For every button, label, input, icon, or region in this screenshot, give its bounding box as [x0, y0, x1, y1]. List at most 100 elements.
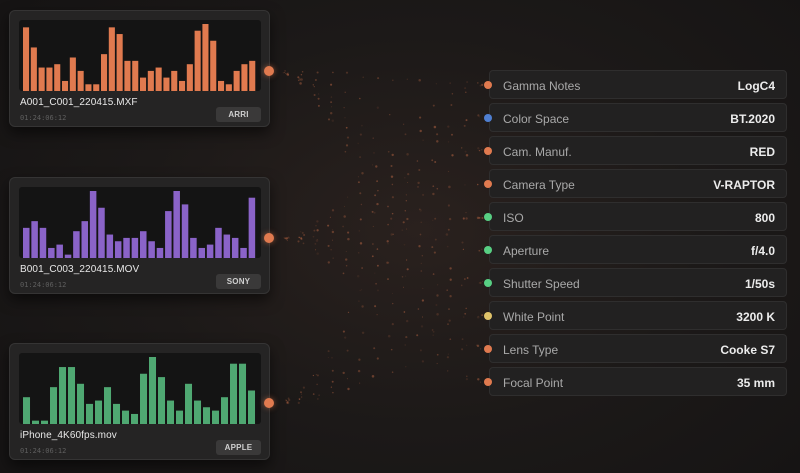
connector-particle	[331, 106, 333, 108]
connector-particle	[361, 172, 364, 175]
input-port-dot[interactable]	[484, 180, 492, 188]
metadata-row-iso[interactable]: ISO 800	[484, 202, 787, 231]
connector-particle	[327, 356, 329, 359]
waveform-bar	[186, 64, 193, 91]
connector-particle	[346, 378, 348, 380]
metadata-row-aperture[interactable]: Aperture f/4.0	[484, 235, 787, 264]
metadata-value: 35 mm	[736, 376, 775, 390]
connector-particle	[356, 274, 360, 278]
clip-output-port[interactable]	[264, 66, 274, 76]
connector-particle	[313, 94, 316, 96]
connector-particle	[345, 126, 348, 129]
connector-particle	[374, 305, 377, 308]
waveform-bar	[190, 237, 197, 258]
connector-particle	[391, 153, 394, 157]
waveform-bar	[68, 367, 76, 424]
connector-particle	[476, 183, 479, 186]
connector-particle	[433, 125, 437, 129]
metadata-value: 800	[754, 211, 775, 225]
metadata-value: Cooke S7	[720, 343, 775, 357]
connector-particle	[465, 119, 468, 122]
connector-particle	[317, 104, 320, 107]
clip-output-port[interactable]	[264, 398, 274, 408]
metadata-label: Gamma Notes	[503, 79, 581, 93]
waveform-bar	[181, 204, 189, 258]
waveform-bar	[140, 373, 148, 424]
connector-particle	[447, 141, 450, 143]
connector-particle	[331, 209, 335, 212]
connector-particle	[347, 231, 350, 234]
connector-particle	[480, 381, 482, 383]
connector-particle	[476, 344, 478, 346]
waveform-bar	[198, 247, 206, 258]
connector-particle	[357, 181, 360, 184]
connector-particle	[432, 334, 435, 337]
connector-particle	[371, 255, 374, 258]
connector-particle	[387, 205, 389, 208]
waveform-bar	[48, 247, 55, 258]
connector-particle	[344, 336, 347, 339]
clip-card-sony[interactable]: B001_C003_220415.MOV 01:24:06:12 SONY	[9, 177, 270, 294]
waveform-bar	[149, 357, 157, 424]
connector-particle	[329, 216, 331, 218]
input-port-dot[interactable]	[484, 279, 492, 287]
waveform-bar	[131, 413, 139, 424]
connector-particle	[407, 182, 409, 183]
metadata-row-white-point[interactable]: White Point 3200 K	[484, 301, 787, 330]
metadata-value: 3200 K	[736, 310, 775, 324]
input-port-dot[interactable]	[484, 246, 492, 254]
connector-particle	[346, 349, 349, 352]
input-port-dot[interactable]	[484, 378, 492, 386]
connector-particle	[478, 282, 480, 284]
connector-particle	[283, 236, 286, 239]
clip-card-apple[interactable]: iPhone_4K60fps.mov 01:24:06:12 APPLE	[9, 343, 270, 460]
waveform-bar	[148, 241, 155, 258]
waveform-bar	[158, 377, 166, 424]
connector-particle	[372, 225, 374, 227]
waveform-bar	[248, 390, 256, 424]
connector-particle	[434, 161, 437, 163]
connector-particle	[286, 240, 288, 242]
connector-particle	[387, 150, 390, 153]
connector-particle	[300, 231, 302, 233]
connector-particle	[390, 175, 394, 178]
metadata-row-shutter-speed[interactable]: Shutter Speed 1/50s	[484, 268, 787, 297]
input-port-dot[interactable]	[484, 114, 492, 122]
connector-particle	[317, 97, 320, 100]
connector-particle	[451, 154, 454, 157]
connector-particle	[357, 369, 361, 373]
connector-particle	[357, 142, 359, 145]
input-port-dot[interactable]	[484, 312, 492, 320]
clip-output-port[interactable]	[264, 233, 274, 243]
metadata-row-gamma-notes[interactable]: Gamma Notes LogC4	[484, 70, 787, 99]
waveform-bar	[23, 397, 31, 424]
metadata-row-color-space[interactable]: Color Space BT.2020	[484, 103, 787, 132]
connector-particle	[447, 125, 450, 128]
waveform-bar	[95, 400, 103, 424]
waveform-bar	[77, 383, 85, 424]
connector-particle	[287, 74, 290, 76]
connector-particle	[432, 219, 434, 221]
metadata-row-lens-type[interactable]: Lens Type Cooke S7	[484, 334, 787, 363]
metadata-row-camera-type[interactable]: Camera Type V-RAPTOR	[484, 169, 787, 198]
input-port-dot[interactable]	[484, 81, 492, 89]
connector-particle	[446, 245, 449, 248]
connector-particle	[332, 391, 334, 394]
connector-particle	[327, 224, 330, 227]
metadata-row-cam-manuf[interactable]: Cam. Manuf. RED	[484, 136, 787, 165]
connector-particle	[345, 71, 349, 74]
connector-particle	[422, 287, 424, 289]
connector-particle	[417, 186, 419, 188]
waveform-bar	[32, 420, 40, 424]
clip-card-arri[interactable]: A001_C001_220415.MXF 01:24:06:12 ARRI	[9, 10, 270, 127]
input-port-dot[interactable]	[484, 345, 492, 353]
connector-particle	[285, 237, 289, 240]
input-port-dot[interactable]	[484, 213, 492, 221]
connector-particle	[419, 349, 422, 352]
metadata-row-focal-point[interactable]: Focal Point 35 mm	[484, 367, 787, 396]
connector-particle	[404, 210, 406, 212]
waveform-bar	[140, 231, 147, 258]
input-port-dot[interactable]	[484, 147, 492, 155]
connector-particle	[361, 331, 365, 335]
connector-particle	[345, 250, 347, 252]
